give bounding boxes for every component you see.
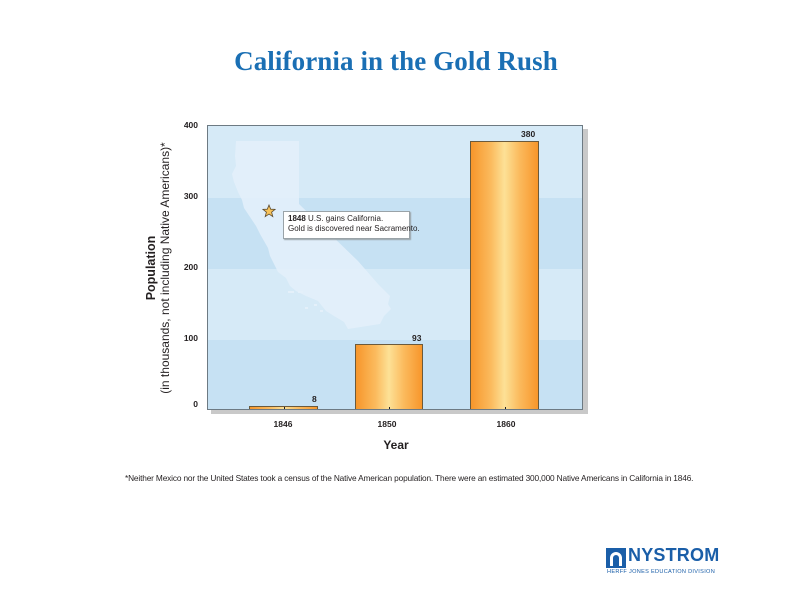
x-tick-1850: 1850: [377, 419, 397, 429]
nystrom-logo: NYSTROM HERFF JONES EDUCATION DIVISION: [606, 545, 722, 579]
star-icon: [262, 204, 276, 218]
value-label-1850: 93: [412, 333, 422, 343]
bar-1850: [355, 344, 423, 409]
y-tick-300: 300: [183, 191, 198, 201]
y-axis-label-main: Population: [144, 235, 158, 301]
x-axis-label: Year: [383, 438, 409, 452]
y-tick-200: 200: [183, 262, 198, 272]
logo-division: HERFF JONES EDUCATION DIVISION: [607, 569, 716, 575]
x-tick-1846: 1846: [273, 419, 293, 429]
annotation-callout: 1848 U.S. gains California. Gold is disc…: [283, 211, 420, 239]
y-tick-100: 100: [183, 333, 198, 343]
footnote: *Neither Mexico nor the United States to…: [125, 473, 694, 483]
x-tick-1860: 1860: [496, 419, 516, 429]
y-axis-label: Population (in thousands, not including …: [144, 118, 172, 418]
annotation-line2: Gold is discovered near Sacramento.: [288, 224, 420, 233]
y-tick-0: 0: [193, 399, 198, 409]
annotation-line1: U.S. gains California.: [305, 214, 384, 223]
plot-area: [207, 125, 583, 410]
y-tick-400: 400: [183, 120, 198, 130]
value-label-1860: 380: [521, 129, 536, 139]
annotation-year: 1848: [288, 214, 306, 223]
bar-1860: [470, 141, 539, 409]
logo-name: NYSTROM: [628, 545, 720, 565]
chart-title: California in the Gold Rush: [234, 46, 558, 76]
value-label-1846: 8: [312, 394, 317, 404]
nystrom-logo-icon: [606, 548, 626, 568]
bar-1846: [249, 406, 318, 409]
